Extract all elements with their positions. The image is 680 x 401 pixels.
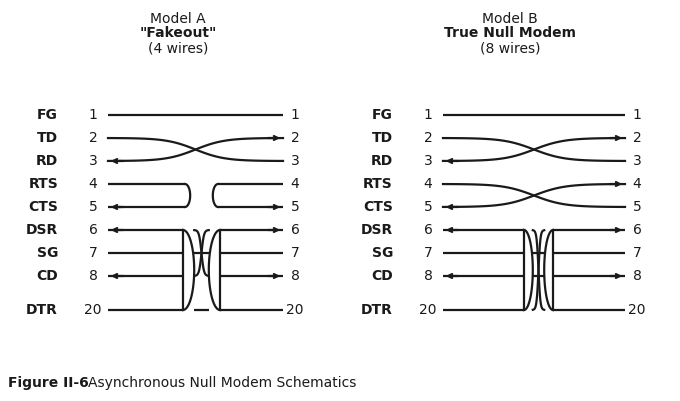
Text: CD: CD [36, 269, 58, 283]
Text: 1: 1 [88, 108, 97, 122]
Text: 8: 8 [424, 269, 432, 283]
Text: 1: 1 [632, 108, 641, 122]
Text: 4: 4 [290, 177, 299, 191]
Text: Asynchronous Null Modem Schematics: Asynchronous Null Modem Schematics [88, 376, 356, 390]
Text: 20: 20 [628, 303, 646, 317]
Text: 7: 7 [424, 246, 432, 260]
Text: 6: 6 [424, 223, 432, 237]
Text: DTR: DTR [361, 303, 393, 317]
Text: 7: 7 [632, 246, 641, 260]
Text: 8: 8 [290, 269, 299, 283]
Text: 2: 2 [88, 131, 97, 145]
Text: RTS: RTS [29, 177, 58, 191]
Text: CTS: CTS [28, 200, 58, 214]
Text: CD: CD [371, 269, 393, 283]
Text: TD: TD [372, 131, 393, 145]
Text: 2: 2 [290, 131, 299, 145]
Text: 5: 5 [88, 200, 97, 214]
Text: 1: 1 [424, 108, 432, 122]
Text: True Null Modem: True Null Modem [444, 26, 576, 40]
Text: FG: FG [372, 108, 393, 122]
Text: 7: 7 [88, 246, 97, 260]
Text: 5: 5 [290, 200, 299, 214]
Text: 3: 3 [88, 154, 97, 168]
Text: Figure II-6: Figure II-6 [8, 376, 89, 390]
Text: CTS: CTS [363, 200, 393, 214]
Text: 4: 4 [88, 177, 97, 191]
Text: 20: 20 [420, 303, 437, 317]
Text: RD: RD [371, 154, 393, 168]
Text: 6: 6 [88, 223, 97, 237]
Text: 6: 6 [290, 223, 299, 237]
Text: SG: SG [37, 246, 58, 260]
Text: SG: SG [372, 246, 393, 260]
Text: 3: 3 [424, 154, 432, 168]
Text: Model B: Model B [482, 12, 538, 26]
Text: 3: 3 [632, 154, 641, 168]
Text: 2: 2 [424, 131, 432, 145]
Text: 4: 4 [424, 177, 432, 191]
Text: 3: 3 [290, 154, 299, 168]
Text: 8: 8 [88, 269, 97, 283]
Text: 8: 8 [632, 269, 641, 283]
Text: (8 wires): (8 wires) [480, 42, 540, 56]
Text: (4 wires): (4 wires) [148, 42, 208, 56]
Text: DSR: DSR [26, 223, 58, 237]
Text: 6: 6 [632, 223, 641, 237]
Text: 7: 7 [290, 246, 299, 260]
Text: 5: 5 [424, 200, 432, 214]
Text: 20: 20 [84, 303, 102, 317]
Text: 5: 5 [632, 200, 641, 214]
Text: "Fakeout": "Fakeout" [139, 26, 217, 40]
Text: FG: FG [37, 108, 58, 122]
Text: Model A: Model A [150, 12, 206, 26]
Text: DTR: DTR [26, 303, 58, 317]
Text: 2: 2 [632, 131, 641, 145]
Text: 1: 1 [290, 108, 299, 122]
Text: RD: RD [36, 154, 58, 168]
Text: RTS: RTS [363, 177, 393, 191]
Text: TD: TD [37, 131, 58, 145]
Text: 20: 20 [286, 303, 304, 317]
Text: DSR: DSR [361, 223, 393, 237]
Text: 4: 4 [632, 177, 641, 191]
